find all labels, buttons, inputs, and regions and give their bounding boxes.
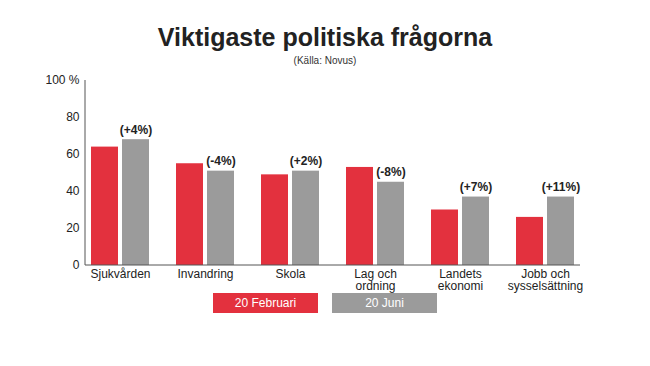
svg-text:Jobb ochsysselsättning: Jobb ochsysselsättning (508, 267, 583, 293)
svg-text:Skola: Skola (275, 267, 305, 281)
svg-text:(+7%): (+7%) (460, 180, 492, 194)
svg-text:100 %: 100 % (45, 73, 79, 87)
html-text:20 Februari: 20 Februari (234, 296, 297, 310)
svg-text:Landetsekonomi: Landetsekonomi (438, 267, 483, 293)
svg-text:Invandring: Invandring (177, 267, 233, 281)
svg-text:(-8%): (-8%) (376, 165, 405, 179)
svg-text:(+2%): (+2%) (290, 154, 322, 168)
svg-text:(+11%): (+11%) (542, 180, 580, 194)
svg-text:60: 60 (66, 147, 80, 161)
svg-text:0: 0 (73, 258, 80, 272)
svg-text:40: 40 (66, 184, 80, 198)
svg-text:(+4%): (+4%) (120, 123, 152, 137)
svg-text:Sjukvården: Sjukvården (90, 267, 150, 281)
svg-text:20: 20 (66, 221, 80, 235)
html-text:(Källa: Novus): (Källa: Novus) (293, 55, 357, 66)
html-text:20 Juni: 20 Juni (365, 296, 404, 310)
svg-text:(-4%): (-4%) (206, 154, 235, 168)
html-text:Viktigaste politiska frågorna: Viktigaste politiska frågorna (157, 23, 493, 51)
svg-text:Lag ochordning: Lag ochordning (354, 267, 397, 293)
svg-text:80: 80 (66, 110, 80, 124)
